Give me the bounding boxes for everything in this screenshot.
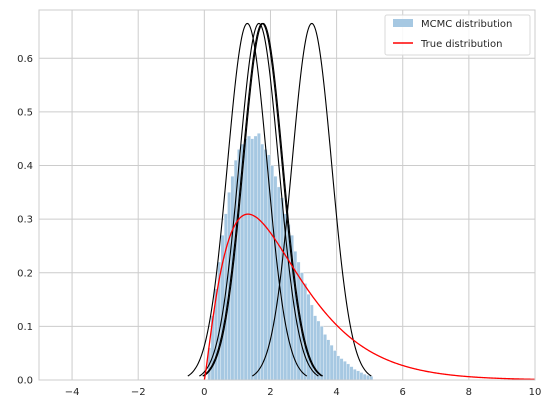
legend-label-true: True distribution xyxy=(420,39,502,50)
proposal-curves xyxy=(187,22,372,377)
y-tick-label: 0.1 xyxy=(17,322,33,333)
histogram-bar xyxy=(349,366,354,381)
histogram-bar xyxy=(323,334,327,381)
x-tick-label: 8 xyxy=(466,387,472,398)
histogram-bar xyxy=(263,149,268,381)
histogram-bar xyxy=(260,143,265,381)
histogram-bar xyxy=(233,159,238,381)
histogram-bar xyxy=(343,361,347,381)
x-tick-label: 6 xyxy=(400,387,406,398)
histogram-bar xyxy=(250,138,255,381)
histogram-bar xyxy=(339,358,344,381)
histogram-bar xyxy=(362,373,367,381)
proposal-curve xyxy=(203,22,324,377)
histogram-bar xyxy=(273,176,278,381)
histogram-bar xyxy=(369,376,374,381)
x-tick-label: −2 xyxy=(131,387,146,398)
legend-label-mcmc: MCMC distribution xyxy=(421,19,512,30)
histogram-bar xyxy=(366,375,370,381)
histogram-bar xyxy=(243,138,248,381)
histogram-bar xyxy=(336,355,341,381)
histogram-bar xyxy=(356,370,360,381)
y-tick-label: 0.3 xyxy=(17,215,33,226)
proposal-curve xyxy=(199,22,319,377)
x-tick-labels: −4 −2 0 2 4 6 8 10 xyxy=(65,387,542,398)
histogram-bar xyxy=(326,339,331,381)
x-tick-label: 4 xyxy=(333,387,339,398)
histogram-bar xyxy=(333,350,337,381)
x-tick-label: 10 xyxy=(529,387,542,398)
proposal-curve xyxy=(187,22,308,377)
histogram-bar xyxy=(329,344,334,381)
true-distribution-line xyxy=(203,213,535,381)
histogram-bar xyxy=(352,369,357,381)
y-tick-label: 0.0 xyxy=(17,376,33,387)
y-tick-labels: 0.0 0.1 0.2 0.3 0.4 0.5 0.6 xyxy=(17,54,33,387)
y-tick-label: 0.6 xyxy=(17,54,33,65)
histogram-bar xyxy=(257,133,261,381)
histogram-bar xyxy=(346,363,350,381)
histogram-bar xyxy=(359,372,364,381)
histogram-bar xyxy=(253,135,258,381)
legend-box xyxy=(384,14,531,56)
proposal-curve xyxy=(251,22,372,377)
x-tick-label: 0 xyxy=(201,387,207,398)
legend-swatch-mcmc xyxy=(393,19,413,27)
histogram-bar xyxy=(280,197,284,381)
plot-frame xyxy=(38,9,536,381)
x-tick-label: 2 xyxy=(267,387,273,398)
y-tick-label: 0.2 xyxy=(17,268,33,279)
x-tick-label: −4 xyxy=(65,387,80,398)
histogram-bar xyxy=(270,165,274,381)
histogram-bar xyxy=(247,135,251,381)
y-tick-label: 0.5 xyxy=(17,107,33,118)
y-tick-label: 0.4 xyxy=(17,161,33,172)
legend: MCMC distribution True distribution xyxy=(384,14,531,56)
histogram-bar xyxy=(319,326,324,381)
histogram-bar xyxy=(303,283,307,381)
